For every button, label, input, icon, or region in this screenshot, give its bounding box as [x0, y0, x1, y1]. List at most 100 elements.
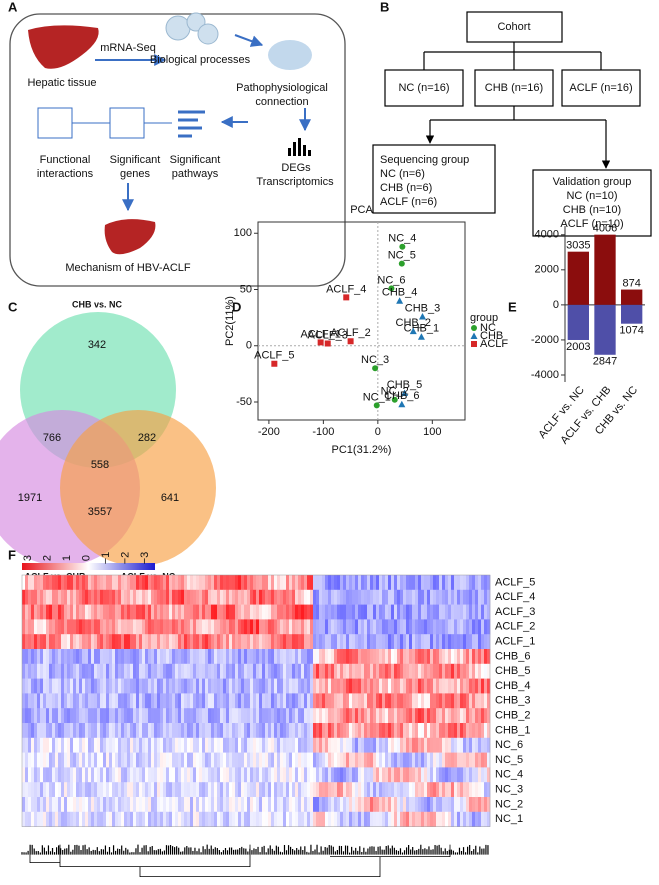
row-label: NC_1 [495, 813, 523, 825]
heatmap-cell [103, 737, 107, 753]
heatmap-cell [109, 678, 113, 694]
heatmap-cell [271, 708, 275, 724]
heatmap-cell [367, 782, 371, 798]
row-label: ACLF_1 [495, 636, 535, 648]
heatmap-cell [361, 811, 365, 827]
heatmap-cell [217, 737, 221, 753]
heatmap-cell [163, 634, 167, 650]
heatmap-cell [238, 767, 242, 783]
heatmap-cell [313, 634, 317, 650]
heatmap-cell [430, 782, 434, 798]
label: Biological processes [150, 54, 251, 66]
heatmap-cell [466, 811, 470, 827]
heatmap-cell [373, 737, 377, 753]
heatmap-cell [244, 782, 248, 798]
heatmap-cell [415, 693, 419, 709]
heatmap-cell [190, 575, 194, 591]
heatmap-cell [238, 663, 242, 679]
heatmap-cell [334, 811, 338, 827]
heatmap-cell [442, 634, 446, 650]
heatmap-cell [58, 663, 62, 679]
heatmap-cell [409, 589, 413, 605]
heatmap-cell [259, 575, 263, 591]
heatmap-cell [31, 782, 35, 798]
heatmap-cell [265, 678, 269, 694]
heatmap-cell [376, 723, 380, 739]
heatmap-cell [103, 782, 107, 798]
heatmap-cell [181, 752, 185, 768]
heatmap-cell [115, 619, 119, 635]
heatmap-cell [286, 811, 290, 827]
panel-label: F [8, 547, 16, 562]
box [384, 69, 464, 107]
heatmap-cell [211, 708, 215, 724]
heatmap-cell [130, 708, 134, 724]
heatmap-cell [133, 649, 137, 665]
heatmap-cell [124, 649, 128, 665]
heatmap-cell [352, 797, 356, 813]
heatmap-cell [136, 782, 140, 798]
heatmap-cell [172, 767, 176, 783]
box [372, 144, 496, 214]
heatmap-cell [415, 797, 419, 813]
heatmap-cell [103, 634, 107, 650]
heatmap-cell [112, 678, 116, 694]
heatmap-cell [205, 811, 209, 827]
heatmap-cell [256, 619, 260, 635]
heatmap-cell [334, 797, 338, 813]
heatmap-cell [118, 737, 122, 753]
count: 766 [43, 432, 61, 444]
heatmap-cell [64, 634, 68, 650]
heatmap-cell [463, 604, 467, 620]
heatmap-cell [379, 619, 383, 635]
heatmap-cell [388, 678, 392, 694]
heatmap-cell [388, 723, 392, 739]
heatmap-cell [133, 708, 137, 724]
heatmap-cell [238, 575, 242, 591]
heatmap-cell [331, 693, 335, 709]
heatmap-cell [64, 723, 68, 739]
heatmap-cell [172, 604, 176, 620]
heatmap-cell [166, 589, 170, 605]
heatmap-cell [88, 811, 92, 827]
heatmap-cell [88, 678, 92, 694]
heatmap-cell [28, 663, 32, 679]
heatmap-cell [394, 797, 398, 813]
heatmap-cell [226, 693, 230, 709]
heatmap-cell [67, 575, 71, 591]
heatmap-cell [208, 737, 212, 753]
heatmap-cell [241, 589, 245, 605]
heatmap-cell [46, 723, 50, 739]
heatmap-cell [307, 619, 311, 635]
heatmap-cell [406, 589, 410, 605]
heatmap-cell [424, 708, 428, 724]
heatmap-cell [169, 737, 173, 753]
heatmap-cell [292, 782, 296, 798]
heatmap-cell [166, 634, 170, 650]
panel-f: F 3 2 1 0 −1 −2 −3ACLF_5ACLF_4ACLF_3ACLF_2ACLF… [8, 547, 535, 877]
heatmap-cell [175, 619, 179, 635]
heatmap-cell [154, 811, 158, 827]
heatmap-cell [49, 619, 53, 635]
heatmap-cell [478, 604, 482, 620]
heatmap-cell [109, 663, 113, 679]
heatmap-cell [130, 604, 134, 620]
heatmap-cell [328, 811, 332, 827]
heatmap-cell [52, 589, 56, 605]
heatmap-cell [427, 634, 431, 650]
heatmap-cell [148, 575, 152, 591]
heatmap-cell [364, 649, 368, 665]
heatmap-cell [448, 767, 452, 783]
heatmap-cell [232, 782, 236, 798]
heatmap-cell [22, 723, 26, 739]
heatmap-cell [319, 737, 323, 753]
heatmap-cell [181, 589, 185, 605]
heatmap-cell [169, 811, 173, 827]
box [474, 69, 554, 107]
heatmap-cell [409, 604, 413, 620]
heatmap-cell [439, 663, 443, 679]
heatmap-cell [451, 649, 455, 665]
heatmap-cell [454, 604, 458, 620]
heatmap-cell [256, 752, 260, 768]
heatmap-cell [181, 575, 185, 591]
